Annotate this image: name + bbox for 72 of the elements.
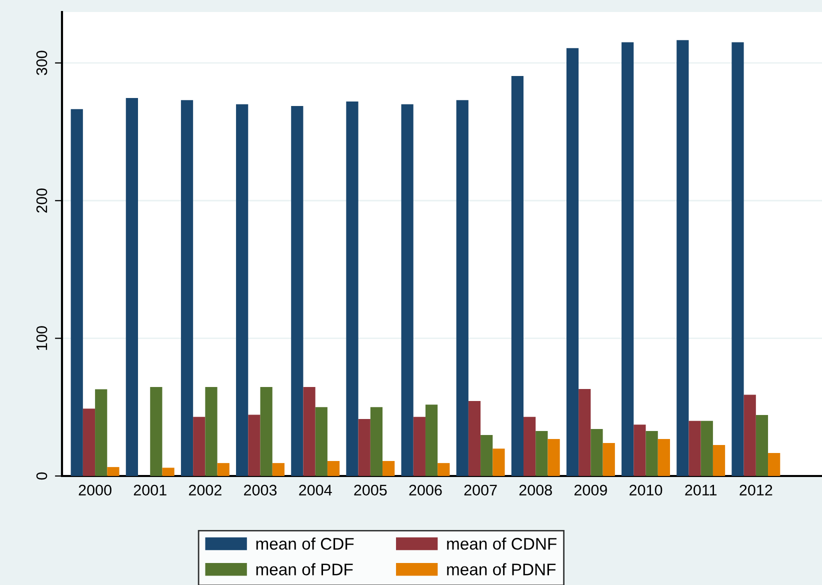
bar: [272, 463, 284, 476]
bar: [327, 460, 340, 476]
bar: [676, 40, 689, 476]
bar: [126, 98, 138, 476]
x-tick-label: 2007: [464, 484, 497, 496]
bar: [291, 106, 304, 476]
legend-label: mean of CDF: [256, 538, 354, 550]
bar: [646, 430, 658, 476]
bar: [303, 387, 316, 476]
bar: [634, 424, 646, 476]
bar: [236, 104, 248, 476]
bar: [456, 100, 468, 476]
y-tick-label: 100: [36, 326, 48, 350]
x-tick-label: 2001: [134, 484, 166, 496]
y-tick-label: 0: [36, 472, 48, 480]
bar: [602, 442, 615, 476]
bar: [622, 42, 634, 476]
legend-label: mean of CDNF: [447, 538, 556, 550]
bar: [370, 407, 383, 476]
bar: [70, 109, 83, 476]
bar: [480, 434, 493, 476]
y-tick-label: 300: [36, 50, 48, 76]
x-tick-label: 2002: [188, 484, 222, 496]
bar: [358, 419, 370, 476]
bar: [425, 404, 438, 476]
legend-label: mean of PDNF: [447, 563, 556, 576]
bar: [658, 438, 670, 476]
bar: [590, 429, 603, 476]
bar: [205, 387, 218, 476]
bar: [492, 448, 505, 476]
bar: [578, 388, 591, 476]
bar: [82, 408, 96, 476]
bar: [260, 387, 272, 476]
x-tick-label: 2009: [574, 484, 607, 496]
bar: [524, 416, 536, 476]
bar: [401, 104, 414, 476]
y-tick-label: 200: [36, 188, 48, 213]
x-tick-label: 2006: [409, 484, 442, 496]
bar: [468, 400, 481, 476]
x-tick-label: 2010: [630, 484, 662, 496]
x-tick-label: 2011: [685, 484, 717, 496]
bar: [712, 445, 726, 476]
bar: [744, 394, 756, 476]
bar: [548, 438, 560, 476]
bar: [413, 416, 426, 476]
x-tick-label: 2004: [299, 484, 332, 496]
legend-label: mean of PDF: [256, 563, 353, 576]
bar: [217, 463, 230, 476]
bar: [438, 463, 450, 476]
bar: [382, 460, 395, 476]
x-tick-label: 2000: [78, 484, 112, 496]
bar: [193, 416, 206, 476]
bar: [566, 48, 579, 476]
bar: [756, 415, 768, 476]
bar: [732, 42, 744, 476]
bar: [95, 389, 108, 476]
bar: [688, 420, 701, 476]
x-tick-label: 2012: [740, 484, 772, 496]
x-tick-label: 2008: [519, 484, 552, 496]
bar: [768, 453, 780, 476]
bar: [248, 414, 260, 476]
bar: [162, 468, 174, 476]
bar: [107, 467, 120, 476]
bar: [700, 420, 713, 476]
x-tick-label: 2003: [244, 484, 277, 496]
bar: [536, 430, 548, 476]
bar: [511, 76, 524, 476]
x-tick-label: 2005: [354, 484, 387, 496]
bar: [346, 101, 358, 476]
bar: [150, 387, 162, 476]
bar: [180, 100, 194, 476]
bar: [315, 407, 328, 476]
